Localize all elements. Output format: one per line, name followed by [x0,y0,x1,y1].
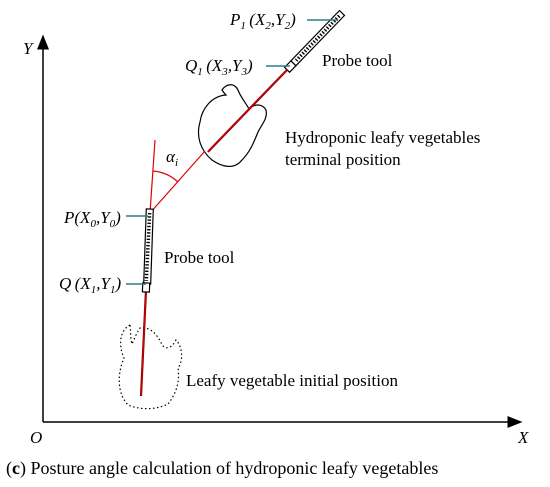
probe-tool-bottom-label: Probe tool [164,248,235,267]
p1-sep: ,Y [270,10,285,29]
p1-close: ) [290,10,296,29]
p-c1: 0 [90,218,96,230]
bottom-probe-tip [141,282,151,293]
initial-vegetable-outline [118,324,183,410]
probe-tool-top-label: Probe tool [322,51,393,70]
origin-label: O [30,428,43,447]
q-label: Q (X1,Y1) [59,275,121,296]
p-c2: 0 [109,218,116,230]
q1-c1: 3 [222,66,228,78]
caption-tag: c [12,458,20,478]
q1-name: Q [185,56,198,75]
p-coords: (X [74,208,91,227]
p1-label: P1 (X2,Y2) [230,11,296,32]
q-close: ) [115,274,122,293]
y-axis-label: Y [23,39,33,58]
q1-close: ) [246,56,253,75]
p-name: P [64,208,75,227]
top-probe [207,9,346,153]
bottom-probe-stem-inner [140,289,147,397]
q1-c2: 3 [241,66,247,78]
x-axis-label: X [518,428,529,447]
p1-coords: (X [249,10,266,29]
terminal-label-line1: Hydroponic leafy vegetables [285,128,481,147]
q1-sub: 1 [197,66,203,78]
caption-text: Posture angle calculation of hydroponic … [26,458,439,478]
q-c1: 1 [90,284,97,296]
p1-sub: 1 [240,20,246,32]
angle-symbol: α [166,147,175,166]
p-label: P(X0,Y0) [64,209,121,230]
p1-c1: 2 [265,20,271,32]
p-sep: ,Y [95,208,110,227]
q1-sep: ,Y [227,56,242,75]
angle-sub: i [174,157,178,169]
terminal-label-line2: terminal position [285,150,401,169]
figure-caption: (c) Posture angle calculation of hydropo… [6,458,439,478]
p-close: ) [115,208,121,227]
q1-label: Q1 (X3,Y3) [185,57,253,78]
angle-arc [152,170,179,183]
q-name: Q [59,274,72,293]
p1-c2: 2 [284,20,291,32]
p1-name: P [230,10,241,29]
angle-label: αi [166,148,178,169]
reference-line-initial [149,139,156,214]
q-sep: ,Y [96,274,110,293]
q1-coords: (X [206,56,223,75]
q-c2: 1 [109,284,116,296]
initial-position-label: Leafy vegetable initial position [186,371,398,390]
q-coords: (X [74,274,91,293]
